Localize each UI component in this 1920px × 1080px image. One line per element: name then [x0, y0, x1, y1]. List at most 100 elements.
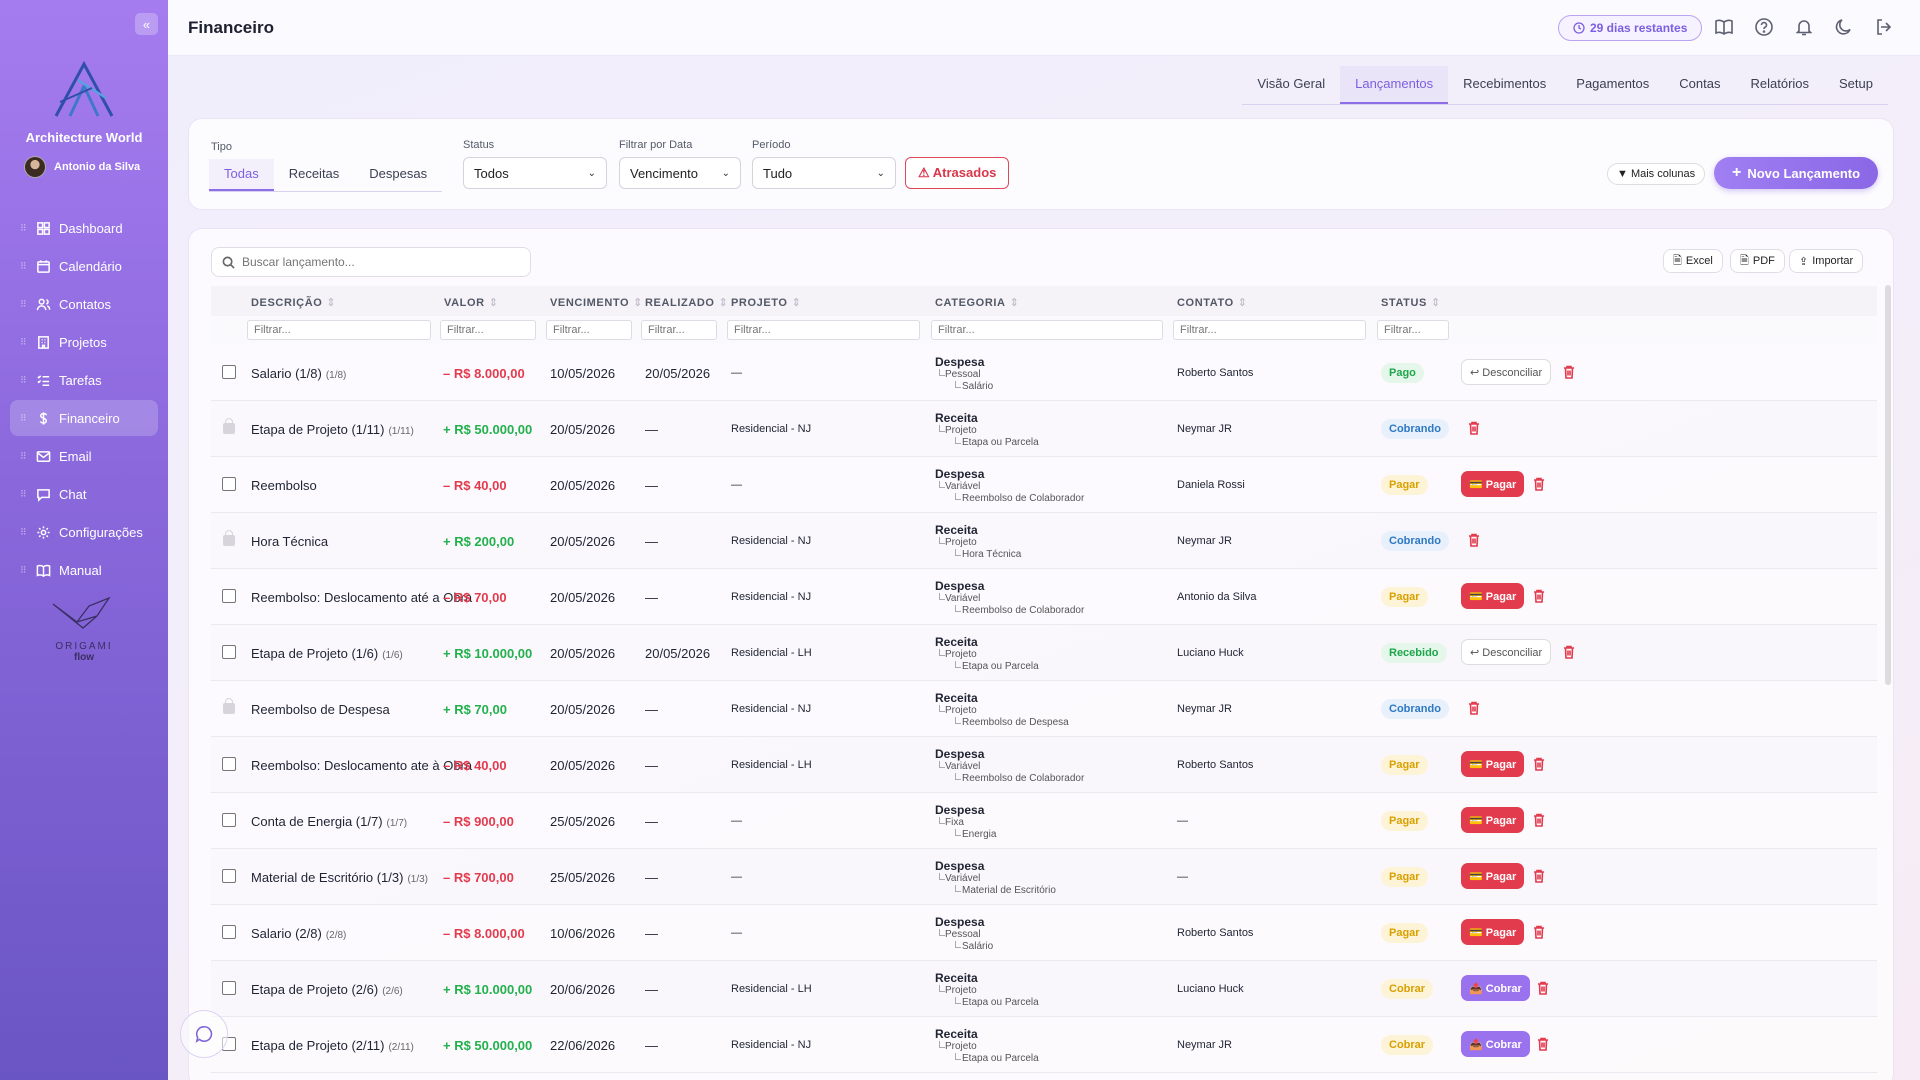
- search-input[interactable]: [242, 255, 512, 269]
- tab-0[interactable]: Visão Geral: [1257, 76, 1326, 91]
- drag-handle-icon[interactable]: ⠿: [20, 526, 27, 537]
- charge-button[interactable]: 📤 Cobrar: [1461, 975, 1530, 1001]
- export-pdf-button[interactable]: 🗎 PDF: [1730, 249, 1785, 273]
- column-header-6[interactable]: CONTATO ⇕: [1177, 296, 1248, 309]
- sidebar-item-grid[interactable]: ⠿ Dashboard: [10, 210, 158, 246]
- table-row[interactable]: Salario (2/8) (2/8) – R$ 8.000,00 10/06/202…: [211, 905, 1877, 961]
- chat-float-button[interactable]: [180, 1010, 228, 1058]
- sidebar-item-book[interactable]: ⠿ Manual: [10, 552, 158, 588]
- trial-badge[interactable]: 29 dias restantes: [1558, 15, 1703, 41]
- trash-icon[interactable]: [1537, 981, 1549, 995]
- sidebar-item-mail[interactable]: ⠿ Email: [10, 438, 158, 474]
- column-filter-input[interactable]: [727, 320, 920, 340]
- pay-button[interactable]: 💳 Pagar: [1461, 751, 1525, 777]
- date-filter-select[interactable]: Vencimento ⌄: [619, 157, 741, 189]
- row-checkbox[interactable]: [222, 813, 236, 827]
- sort-icon[interactable]: ⇕: [488, 297, 499, 309]
- periodo-select[interactable]: Tudo ⌄: [752, 157, 896, 189]
- column-filter-input[interactable]: [1173, 320, 1366, 340]
- trash-icon[interactable]: [1533, 477, 1545, 491]
- table-row[interactable]: Etapa de Projeto (2/6) (2/6) + R$ 10.000,0…: [211, 961, 1877, 1017]
- table-row[interactable]: Reembolso de Despesa + R$ 70,00 20/05/2026…: [211, 681, 1877, 737]
- drag-handle-icon[interactable]: ⠿: [20, 374, 27, 385]
- row-checkbox[interactable]: [222, 925, 236, 939]
- row-checkbox[interactable]: [222, 869, 236, 883]
- drag-handle-icon[interactable]: ⠿: [20, 488, 27, 499]
- scrollbar[interactable]: [1885, 285, 1891, 685]
- table-row[interactable]: Etapa de Projeto (1/6) (1/6) + R$ 10.000,0…: [211, 625, 1877, 681]
- tab-4[interactable]: Contas: [1679, 76, 1721, 91]
- column-header-5[interactable]: CATEGORIA ⇕: [935, 296, 1019, 309]
- status-select[interactable]: Todos ⌄: [463, 157, 607, 189]
- trash-icon[interactable]: [1533, 757, 1545, 771]
- trash-icon[interactable]: [1468, 421, 1480, 435]
- trash-icon[interactable]: [1468, 533, 1480, 547]
- trash-icon[interactable]: [1537, 1037, 1549, 1051]
- unreconcile-button[interactable]: ↩ Desconciliar: [1461, 639, 1552, 665]
- tipo-option-2[interactable]: Despesas: [369, 166, 428, 181]
- sort-icon[interactable]: ⇕: [326, 297, 337, 309]
- import-button[interactable]: ⇪ Importar: [1789, 249, 1864, 273]
- user-profile[interactable]: Antonio da Silva: [24, 156, 140, 178]
- drag-handle-icon[interactable]: ⠿: [20, 450, 27, 461]
- unreconcile-button[interactable]: ↩ Desconciliar: [1461, 359, 1552, 385]
- pay-button[interactable]: 💳 Pagar: [1461, 919, 1525, 945]
- row-checkbox[interactable]: [222, 477, 236, 491]
- column-header-2[interactable]: VENCIMENTO ⇕: [550, 296, 643, 309]
- trash-icon[interactable]: [1563, 365, 1575, 379]
- sidebar-item-users[interactable]: ⠿ Contatos: [10, 286, 158, 322]
- more-columns-button[interactable]: ▼ Mais colunas: [1607, 163, 1706, 185]
- search-box[interactable]: [211, 247, 531, 277]
- trash-icon[interactable]: [1563, 645, 1575, 659]
- trash-icon[interactable]: [1533, 925, 1545, 939]
- column-header-4[interactable]: PROJETO ⇕: [731, 296, 801, 309]
- drag-handle-icon[interactable]: ⠿: [20, 260, 27, 271]
- trash-icon[interactable]: [1533, 813, 1545, 827]
- tab-1[interactable]: Lançamentos: [1340, 66, 1449, 104]
- sort-icon[interactable]: ⇕: [718, 297, 729, 309]
- table-row[interactable]: Etapa de Projeto (1/11) (1/11) + R$ 50.000…: [211, 401, 1877, 457]
- sidebar-item-chat[interactable]: ⠿ Chat: [10, 476, 158, 512]
- manual-book-icon[interactable]: [1714, 17, 1736, 39]
- column-filter-input[interactable]: [1377, 320, 1449, 340]
- help-icon[interactable]: [1754, 17, 1776, 39]
- sort-icon[interactable]: ⇕: [1430, 297, 1441, 309]
- table-row[interactable]: Reembolso: Deslocamento até a Obra – R$ 7…: [211, 569, 1877, 625]
- pay-button[interactable]: 💳 Pagar: [1461, 807, 1525, 833]
- trash-icon[interactable]: [1533, 869, 1545, 883]
- column-filter-input[interactable]: [247, 320, 431, 340]
- drag-handle-icon[interactable]: ⠿: [20, 222, 27, 233]
- row-checkbox[interactable]: [222, 981, 236, 995]
- logout-icon[interactable]: [1874, 17, 1896, 39]
- charge-button[interactable]: 📤 Cobrar: [1461, 1031, 1530, 1057]
- sort-icon[interactable]: ⇕: [1009, 297, 1020, 309]
- atrasados-button[interactable]: ⚠ Atrasados: [905, 157, 1010, 189]
- tab-6[interactable]: Setup: [1839, 76, 1873, 91]
- table-row[interactable]: Hora Técnica + R$ 200,00 20/05/2026 — Reside…: [211, 513, 1877, 569]
- sort-icon[interactable]: ⇕: [633, 297, 643, 309]
- pay-button[interactable]: 💳 Pagar: [1461, 583, 1525, 609]
- column-header-1[interactable]: VALOR ⇕: [444, 296, 499, 309]
- sidebar-item-building[interactable]: ⠿ Projetos: [10, 324, 158, 360]
- sidebar-item-calendar[interactable]: ⠿ Calendário: [10, 248, 158, 284]
- column-filter-input[interactable]: [931, 320, 1163, 340]
- drag-handle-icon[interactable]: ⠿: [20, 412, 27, 423]
- row-checkbox[interactable]: [222, 645, 236, 659]
- column-filter-input[interactable]: [546, 320, 632, 340]
- moon-icon[interactable]: [1834, 17, 1856, 39]
- column-header-3[interactable]: REALIZADO ⇕: [645, 296, 728, 309]
- pay-button[interactable]: 💳 Pagar: [1461, 471, 1525, 497]
- tab-5[interactable]: Relatórios: [1750, 76, 1810, 91]
- column-filter-input[interactable]: [641, 320, 717, 340]
- table-row[interactable]: Salario (1/8) (1/8) – R$ 8.000,00 10/05/202…: [211, 345, 1877, 401]
- sort-icon[interactable]: ⇕: [791, 297, 802, 309]
- column-header-0[interactable]: DESCRIÇÃO ⇕: [251, 296, 336, 309]
- new-entry-button[interactable]: + Novo Lançamento: [1714, 157, 1879, 189]
- sort-icon[interactable]: ⇕: [1237, 297, 1248, 309]
- tipo-option-0[interactable]: Todas: [209, 159, 274, 191]
- sidebar-item-list[interactable]: ⠿ Tarefas: [10, 362, 158, 398]
- tipo-option-1[interactable]: Receitas: [288, 166, 340, 181]
- export-excel-button[interactable]: 🗎 Excel: [1663, 249, 1723, 273]
- column-filter-input[interactable]: [440, 320, 536, 340]
- drag-handle-icon[interactable]: ⠿: [20, 336, 27, 347]
